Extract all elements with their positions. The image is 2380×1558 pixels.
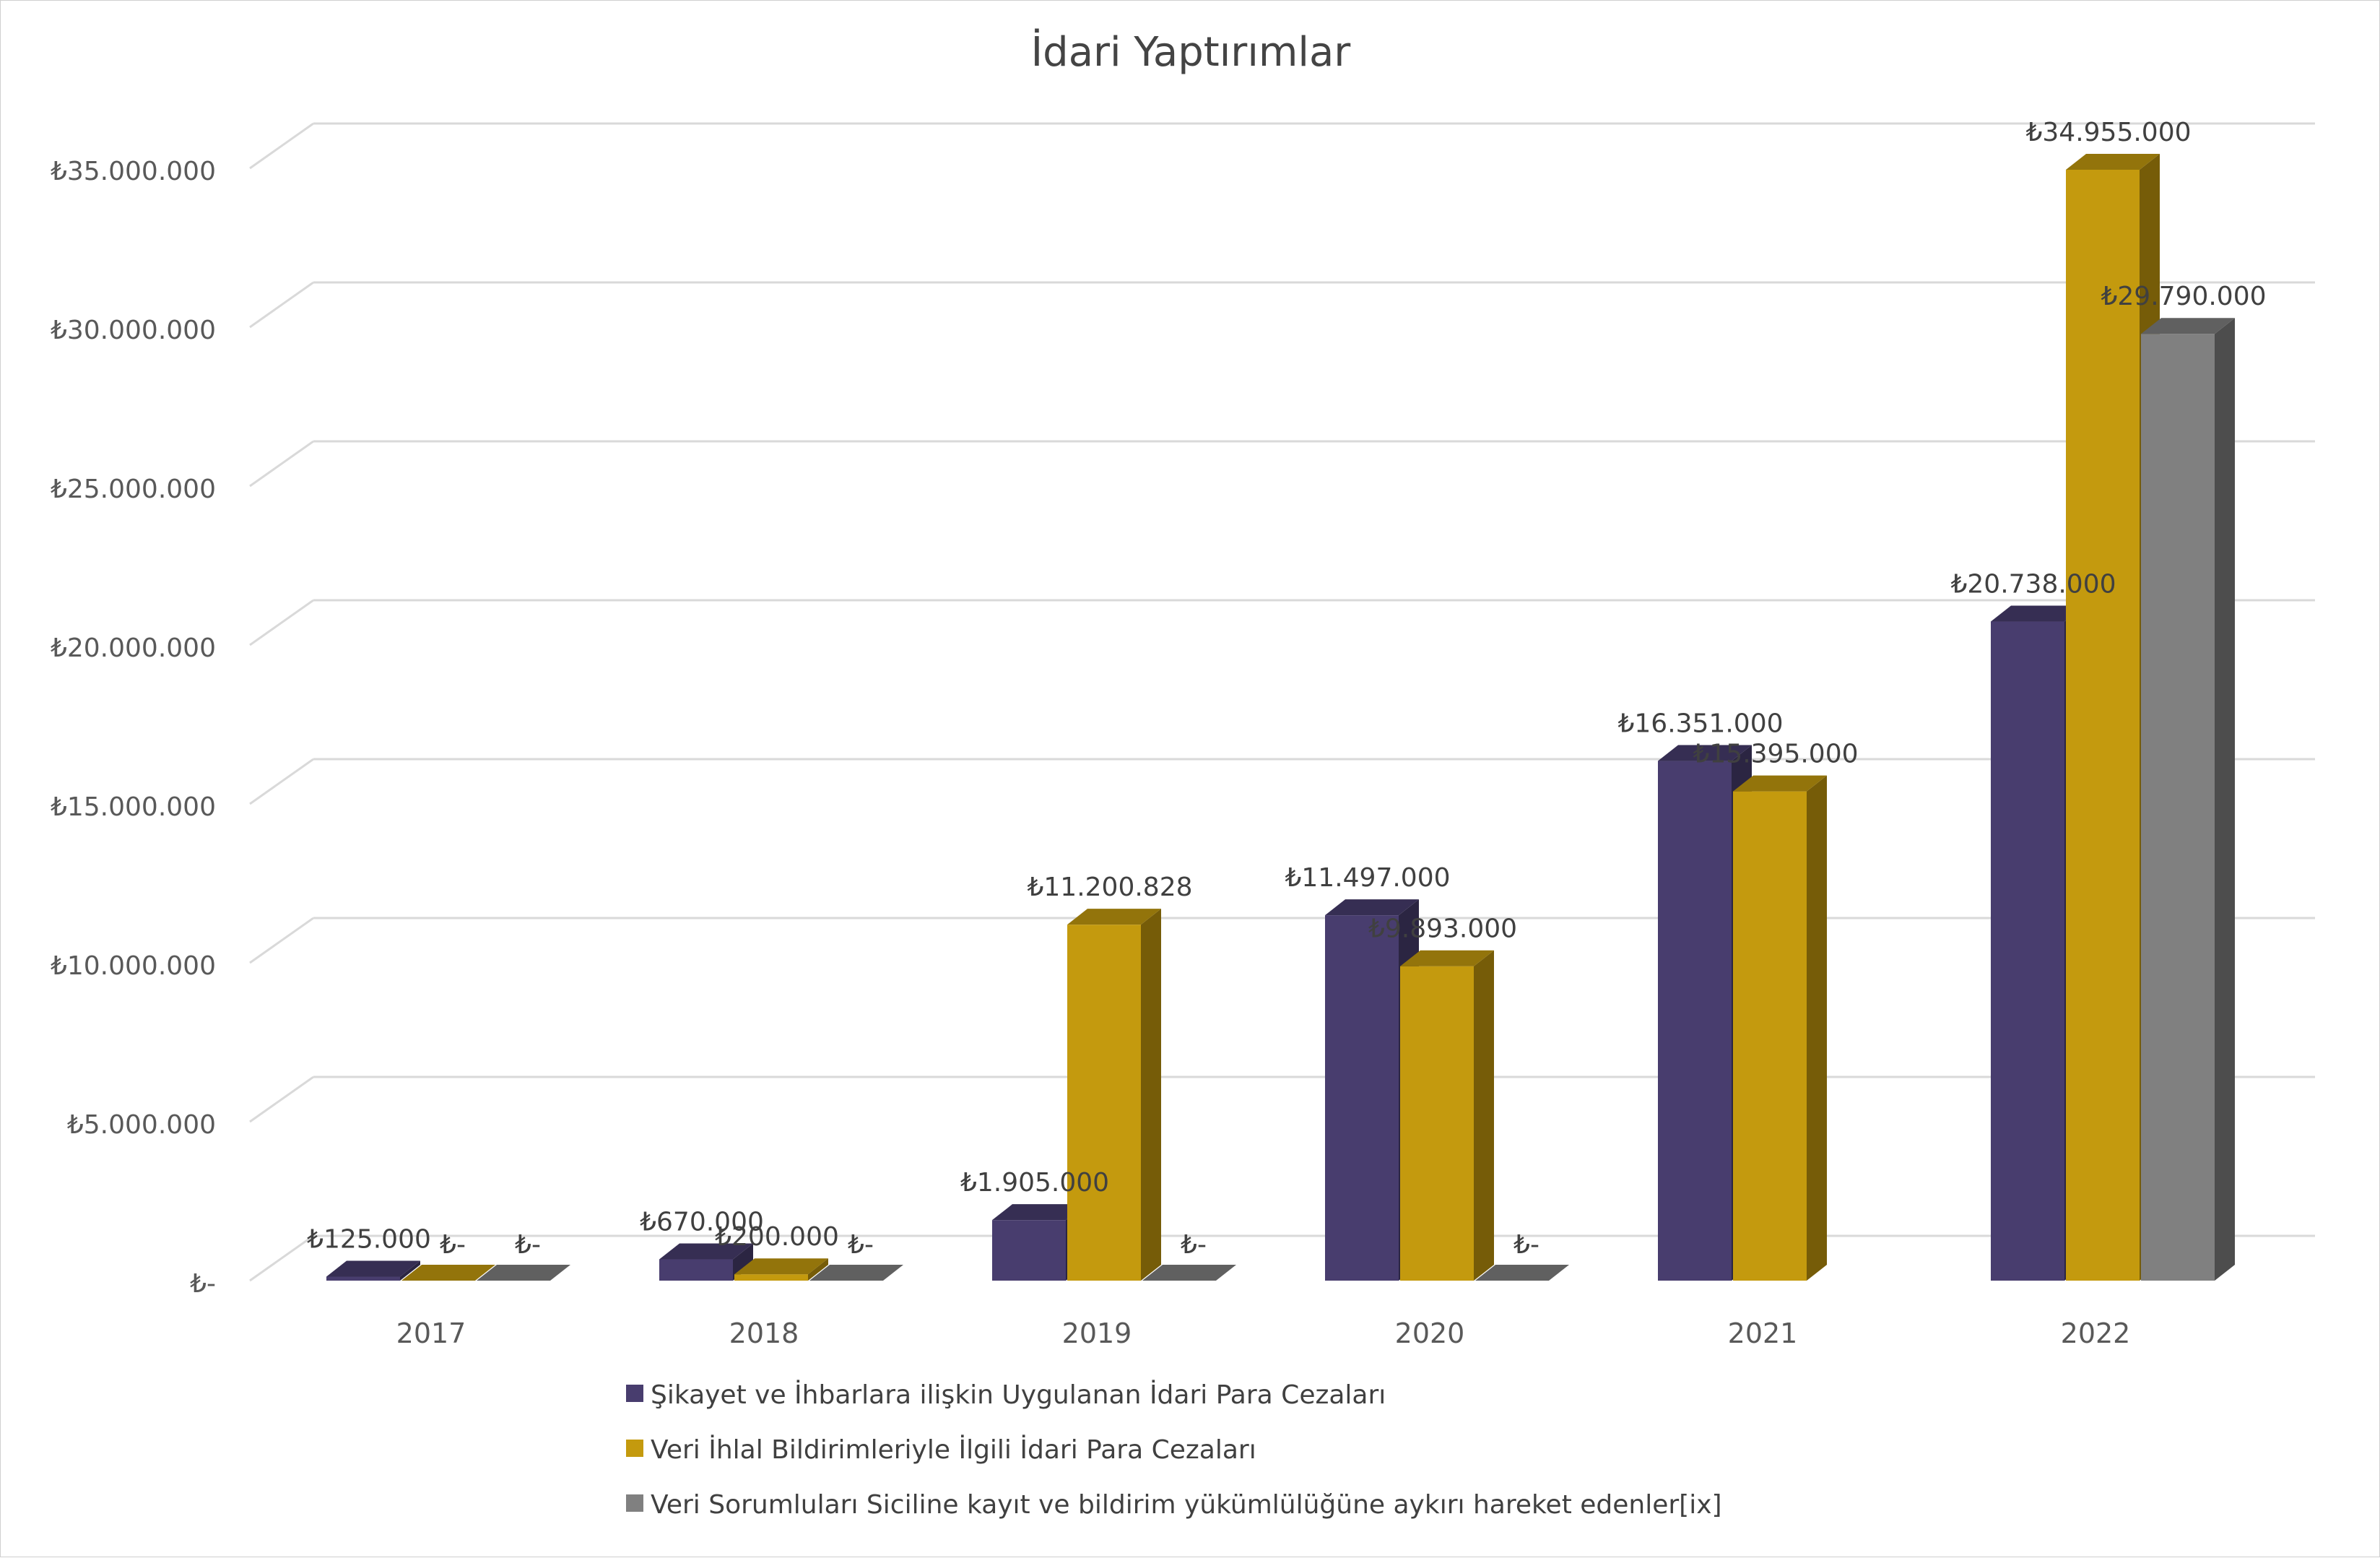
legend: Şikayet ve İhbarlara ilişkin Uygulanan İ… <box>626 1380 1722 1520</box>
gridline <box>249 599 2315 646</box>
x-tick-label: 2020 <box>1395 1317 1465 1349</box>
y-tick-label: ₺15.000.000 <box>51 792 216 822</box>
x-tick-label: 2018 <box>729 1317 799 1349</box>
gridline <box>249 1076 2315 1123</box>
data-label: ₺- <box>1513 1230 1539 1260</box>
data-label: ₺34.955.000 <box>2025 118 2191 147</box>
legend-swatch <box>626 1385 643 1402</box>
bar <box>659 1243 753 1281</box>
legend-item: Veri Sorumluları Siciline kayıt ve bildi… <box>626 1490 1722 1520</box>
y-tick-label: ₺35.000.000 <box>51 157 216 186</box>
legend-item: Şikayet ve İhbarlara ilişkin Uygulanan İ… <box>626 1380 1386 1410</box>
legend-swatch <box>626 1440 643 1457</box>
gridline <box>249 122 2315 170</box>
data-label: ₺20.738.000 <box>1950 570 2116 600</box>
data-label: ₺- <box>515 1230 541 1260</box>
bar <box>1400 950 1494 1281</box>
data-label: ₺29.790.000 <box>2101 282 2266 311</box>
data-label: ₺- <box>848 1230 874 1260</box>
data-label: ₺200.000 <box>715 1222 839 1252</box>
bar <box>809 1265 903 1281</box>
x-tick-label: 2017 <box>396 1317 466 1349</box>
grid-layer <box>249 122 2315 1282</box>
gridline <box>249 758 2315 805</box>
legend-label: Veri İhlal Bildirimleriyle İlgili İdari … <box>651 1434 1256 1465</box>
data-label: ₺1.905.000 <box>960 1168 1109 1198</box>
data-label: ₺16.351.000 <box>1617 709 1783 739</box>
y-tick-label: ₺30.000.000 <box>51 316 216 345</box>
y-tick-label: ₺- <box>190 1269 216 1299</box>
legend-label: Veri Sorumluları Siciline kayıt ve bildi… <box>651 1490 1722 1520</box>
bar <box>1067 909 1161 1281</box>
data-label: ₺- <box>1181 1230 1207 1260</box>
chart-title: İdari Yaptırımlar <box>1031 29 1352 76</box>
data-label: ₺11.497.000 <box>1285 863 1450 893</box>
y-axis-ticks: ₺- ₺5.000.000 ₺10.000.000 ₺15.000.000 ₺20.00… <box>51 157 216 1299</box>
data-label: ₺- <box>440 1230 466 1260</box>
bar <box>1733 775 1827 1281</box>
x-tick-label: 2019 <box>1062 1317 1132 1349</box>
legend-label: Şikayet ve İhbarlara ilişkin Uygulanan İ… <box>651 1380 1386 1410</box>
y-tick-label: ₺25.000.000 <box>51 475 216 504</box>
data-label: ₺670.000 <box>640 1208 764 1237</box>
y-tick-label: ₺20.000.000 <box>51 633 216 663</box>
data-labels-layer: ₺125.000 ₺- ₺- ₺670.000₺200.000 ₺- ₺1.905.000… <box>307 118 2266 1260</box>
x-tick-label: 2021 <box>1728 1317 1798 1349</box>
bar <box>1475 1265 1569 1281</box>
bar <box>2141 318 2235 1281</box>
bar <box>401 1265 495 1281</box>
y-tick-label: ₺5.000.000 <box>67 1110 216 1140</box>
bar <box>477 1265 570 1281</box>
gridline <box>249 281 2315 329</box>
x-tick-label: 2022 <box>2061 1317 2131 1349</box>
data-label: ₺15.395.000 <box>1693 740 1858 769</box>
y-tick-label: ₺10.000.000 <box>51 951 216 981</box>
data-label: ₺125.000 <box>307 1225 431 1255</box>
gridline <box>249 917 2315 964</box>
bar <box>734 1258 828 1281</box>
bar <box>1142 1265 1236 1281</box>
bars-layer <box>326 153 2235 1281</box>
gridline <box>249 1234 2315 1282</box>
gridline <box>249 440 2315 488</box>
data-label: ₺11.200.828 <box>1027 873 1192 902</box>
bar <box>326 1260 420 1281</box>
legend-item: Veri İhlal Bildirimleriyle İlgili İdari … <box>626 1434 1256 1465</box>
legend-swatch <box>626 1494 643 1512</box>
data-label: ₺9.893.000 <box>1368 914 1517 944</box>
x-axis-ticks: 2017 2018 2019 2020 2021 2022 <box>396 1317 2131 1349</box>
